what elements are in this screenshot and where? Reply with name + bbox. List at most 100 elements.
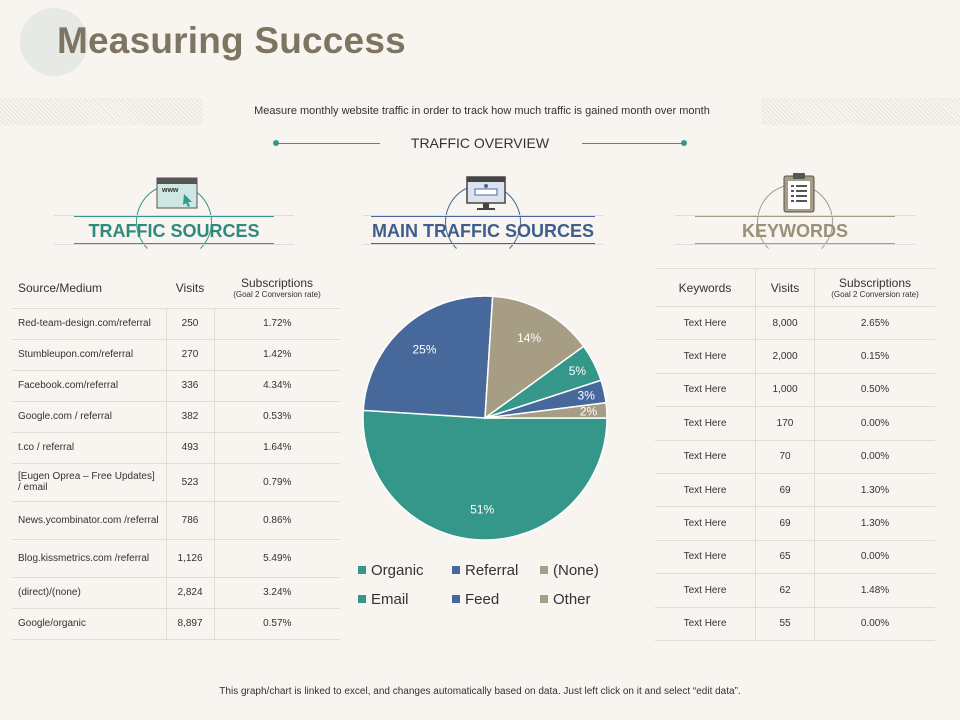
header-visits: Visits — [755, 268, 815, 307]
visits-cell: 170 — [755, 406, 815, 441]
keyword-cell: Text Here — [655, 506, 756, 541]
rate-cell: 0.79% — [214, 463, 340, 502]
legend-item: Referral — [452, 562, 518, 579]
keyword-cell: Text Here — [655, 406, 756, 441]
keywords-section: KEYWORDS — [675, 170, 915, 260]
visits-cell: 62 — [755, 573, 815, 608]
source-cell: News.ycombinator.com /referral — [12, 501, 166, 540]
visits-cell: 382 — [165, 401, 215, 433]
keyword-cell: Text Here — [655, 540, 756, 575]
visits-cell: 336 — [165, 370, 215, 402]
legend-item: Organic — [358, 562, 424, 579]
table-row: Text Here 170 0.00% — [655, 406, 935, 441]
visits-cell: 8,000 — [755, 306, 815, 341]
legend-swatch — [358, 566, 366, 574]
keywords-label: KEYWORDS — [741, 221, 848, 241]
table-row: Google.com / referral 382 0.53% — [12, 401, 340, 433]
main-traffic-pie-chart: 51% 25% 14% 5% 3% 2% — [362, 295, 608, 541]
table-header-row: Keywords Visits Subscriptions (Goal 2 Co… — [655, 268, 935, 307]
rate-cell: 1.42% — [214, 339, 340, 371]
visits-cell: 2,824 — [165, 577, 215, 609]
legend-item: Other — [540, 591, 591, 608]
legend-label: Organic — [371, 562, 424, 579]
visits-cell: 55 — [755, 607, 815, 641]
table-row: Red-team-design.com/referral 250 1.72% — [12, 308, 340, 340]
keywords-table: Keywords Visits Subscriptions (Goal 2 Co… — [655, 268, 935, 641]
table-row: Facebook.com/referral 336 4.34% — [12, 370, 340, 402]
visits-cell: 65 — [755, 540, 815, 575]
source-cell: Red-team-design.com/referral — [12, 308, 166, 340]
header-subscriptions-label: Subscriptions — [240, 276, 314, 291]
visits-cell: 70 — [755, 440, 815, 474]
pie-label-other: 2% — [580, 404, 598, 418]
header-visits: Visits — [166, 268, 214, 309]
legend-swatch — [540, 595, 548, 603]
header-subscriptions: Subscriptions (Goal 2 Conversion rate) — [814, 268, 935, 307]
table-row: Text Here 69 1.30% — [655, 473, 935, 508]
traffic-overview-header: TRAFFIC OVERVIEW — [0, 135, 960, 155]
source-cell: Facebook.com/referral — [12, 370, 166, 402]
visits-cell: 493 — [165, 432, 215, 464]
table-row: Blog.kissmetrics.com /referral 1,126 5.49% — [12, 539, 340, 578]
legend-item: Feed — [452, 591, 499, 608]
legend-label: Other — [553, 591, 591, 608]
overview-left-line — [276, 143, 380, 144]
legend-swatch — [452, 566, 460, 574]
pie-slice-other — [484, 401, 608, 419]
table-header-row: Source/Medium Visits Subscriptions (Goal… — [12, 268, 340, 309]
traffic-sources-label: TRAFFIC SOURCES — [88, 221, 260, 241]
browser-www-icon: www — [154, 172, 200, 214]
pie-slice-none — [484, 295, 585, 420]
visits-cell: 69 — [755, 473, 815, 508]
rate-cell: 1.64% — [214, 432, 340, 464]
visits-cell: 69 — [755, 506, 815, 541]
rate-cell: 1.30% — [814, 506, 935, 541]
main-traffic-sources-section: MAIN TRAFFIC SOURCES — [363, 170, 603, 260]
rate-cell: 0.00% — [814, 406, 935, 441]
header-subscriptions-sub: (Goal 2 Conversion rate) — [233, 290, 321, 300]
source-cell: t.co / referral — [12, 432, 166, 464]
pie-label-feed: 3% — [578, 388, 596, 402]
legend-label: Feed — [465, 591, 500, 608]
rate-cell: 3.24% — [214, 577, 340, 609]
pie-label-referral: 25% — [412, 342, 436, 356]
visits-cell: 786 — [165, 501, 215, 540]
table-row: Text Here 62 1.48% — [655, 573, 935, 608]
legend-swatch — [358, 595, 366, 603]
monitor-login-icon — [463, 172, 509, 214]
overview-right-line — [582, 143, 684, 144]
header-keywords: Keywords — [655, 268, 756, 307]
rate-cell: 1.30% — [814, 473, 935, 508]
rate-cell: 1.48% — [814, 573, 935, 608]
table-row: Text Here 70 0.00% — [655, 440, 935, 474]
keyword-cell: Text Here — [655, 473, 756, 508]
table-row: [Eugen Oprea – Free Updates] / email 523 0… — [12, 463, 340, 502]
pie-label-email: 5% — [569, 364, 587, 378]
rate-cell: 0.15% — [814, 339, 935, 374]
pie-legend: Organic Referral (None) Email Feed Other — [358, 562, 638, 612]
legend-swatch — [540, 566, 548, 574]
source-cell: Google/organic — [12, 608, 166, 640]
legend-item: (None) — [540, 562, 599, 579]
visits-cell: 1,126 — [165, 539, 215, 578]
keyword-cell: Text Here — [655, 573, 756, 608]
keyword-cell: Text Here — [655, 607, 756, 641]
source-cell: Blog.kissmetrics.com /referral — [12, 539, 166, 578]
table-row: Stumbleupon.com/referral 270 1.42% — [12, 339, 340, 371]
legend-swatch — [452, 595, 460, 603]
www-text: www — [161, 187, 179, 194]
rate-cell: 0.53% — [214, 401, 340, 433]
rate-cell: 4.34% — [214, 370, 340, 402]
footer-note: This graph/chart is linked to excel, and… — [219, 686, 741, 697]
source-cell: Stumbleupon.com/referral — [12, 339, 166, 371]
visits-cell: 523 — [165, 463, 215, 502]
visits-cell: 250 — [165, 308, 215, 340]
keyword-cell: Text Here — [655, 339, 756, 374]
header-subscriptions-sub: (Goal 2 Conversion rate) — [831, 290, 919, 299]
source-cell: Google.com / referral — [12, 401, 166, 433]
table-row: News.ycombinator.com /referral 786 0.86% — [12, 501, 340, 540]
table-row: Text Here 65 0.00% — [655, 540, 935, 575]
table-row: t.co / referral 493 1.64% — [12, 432, 340, 464]
pie-label-none: 14% — [517, 331, 541, 345]
rate-cell: 1.72% — [214, 308, 340, 340]
